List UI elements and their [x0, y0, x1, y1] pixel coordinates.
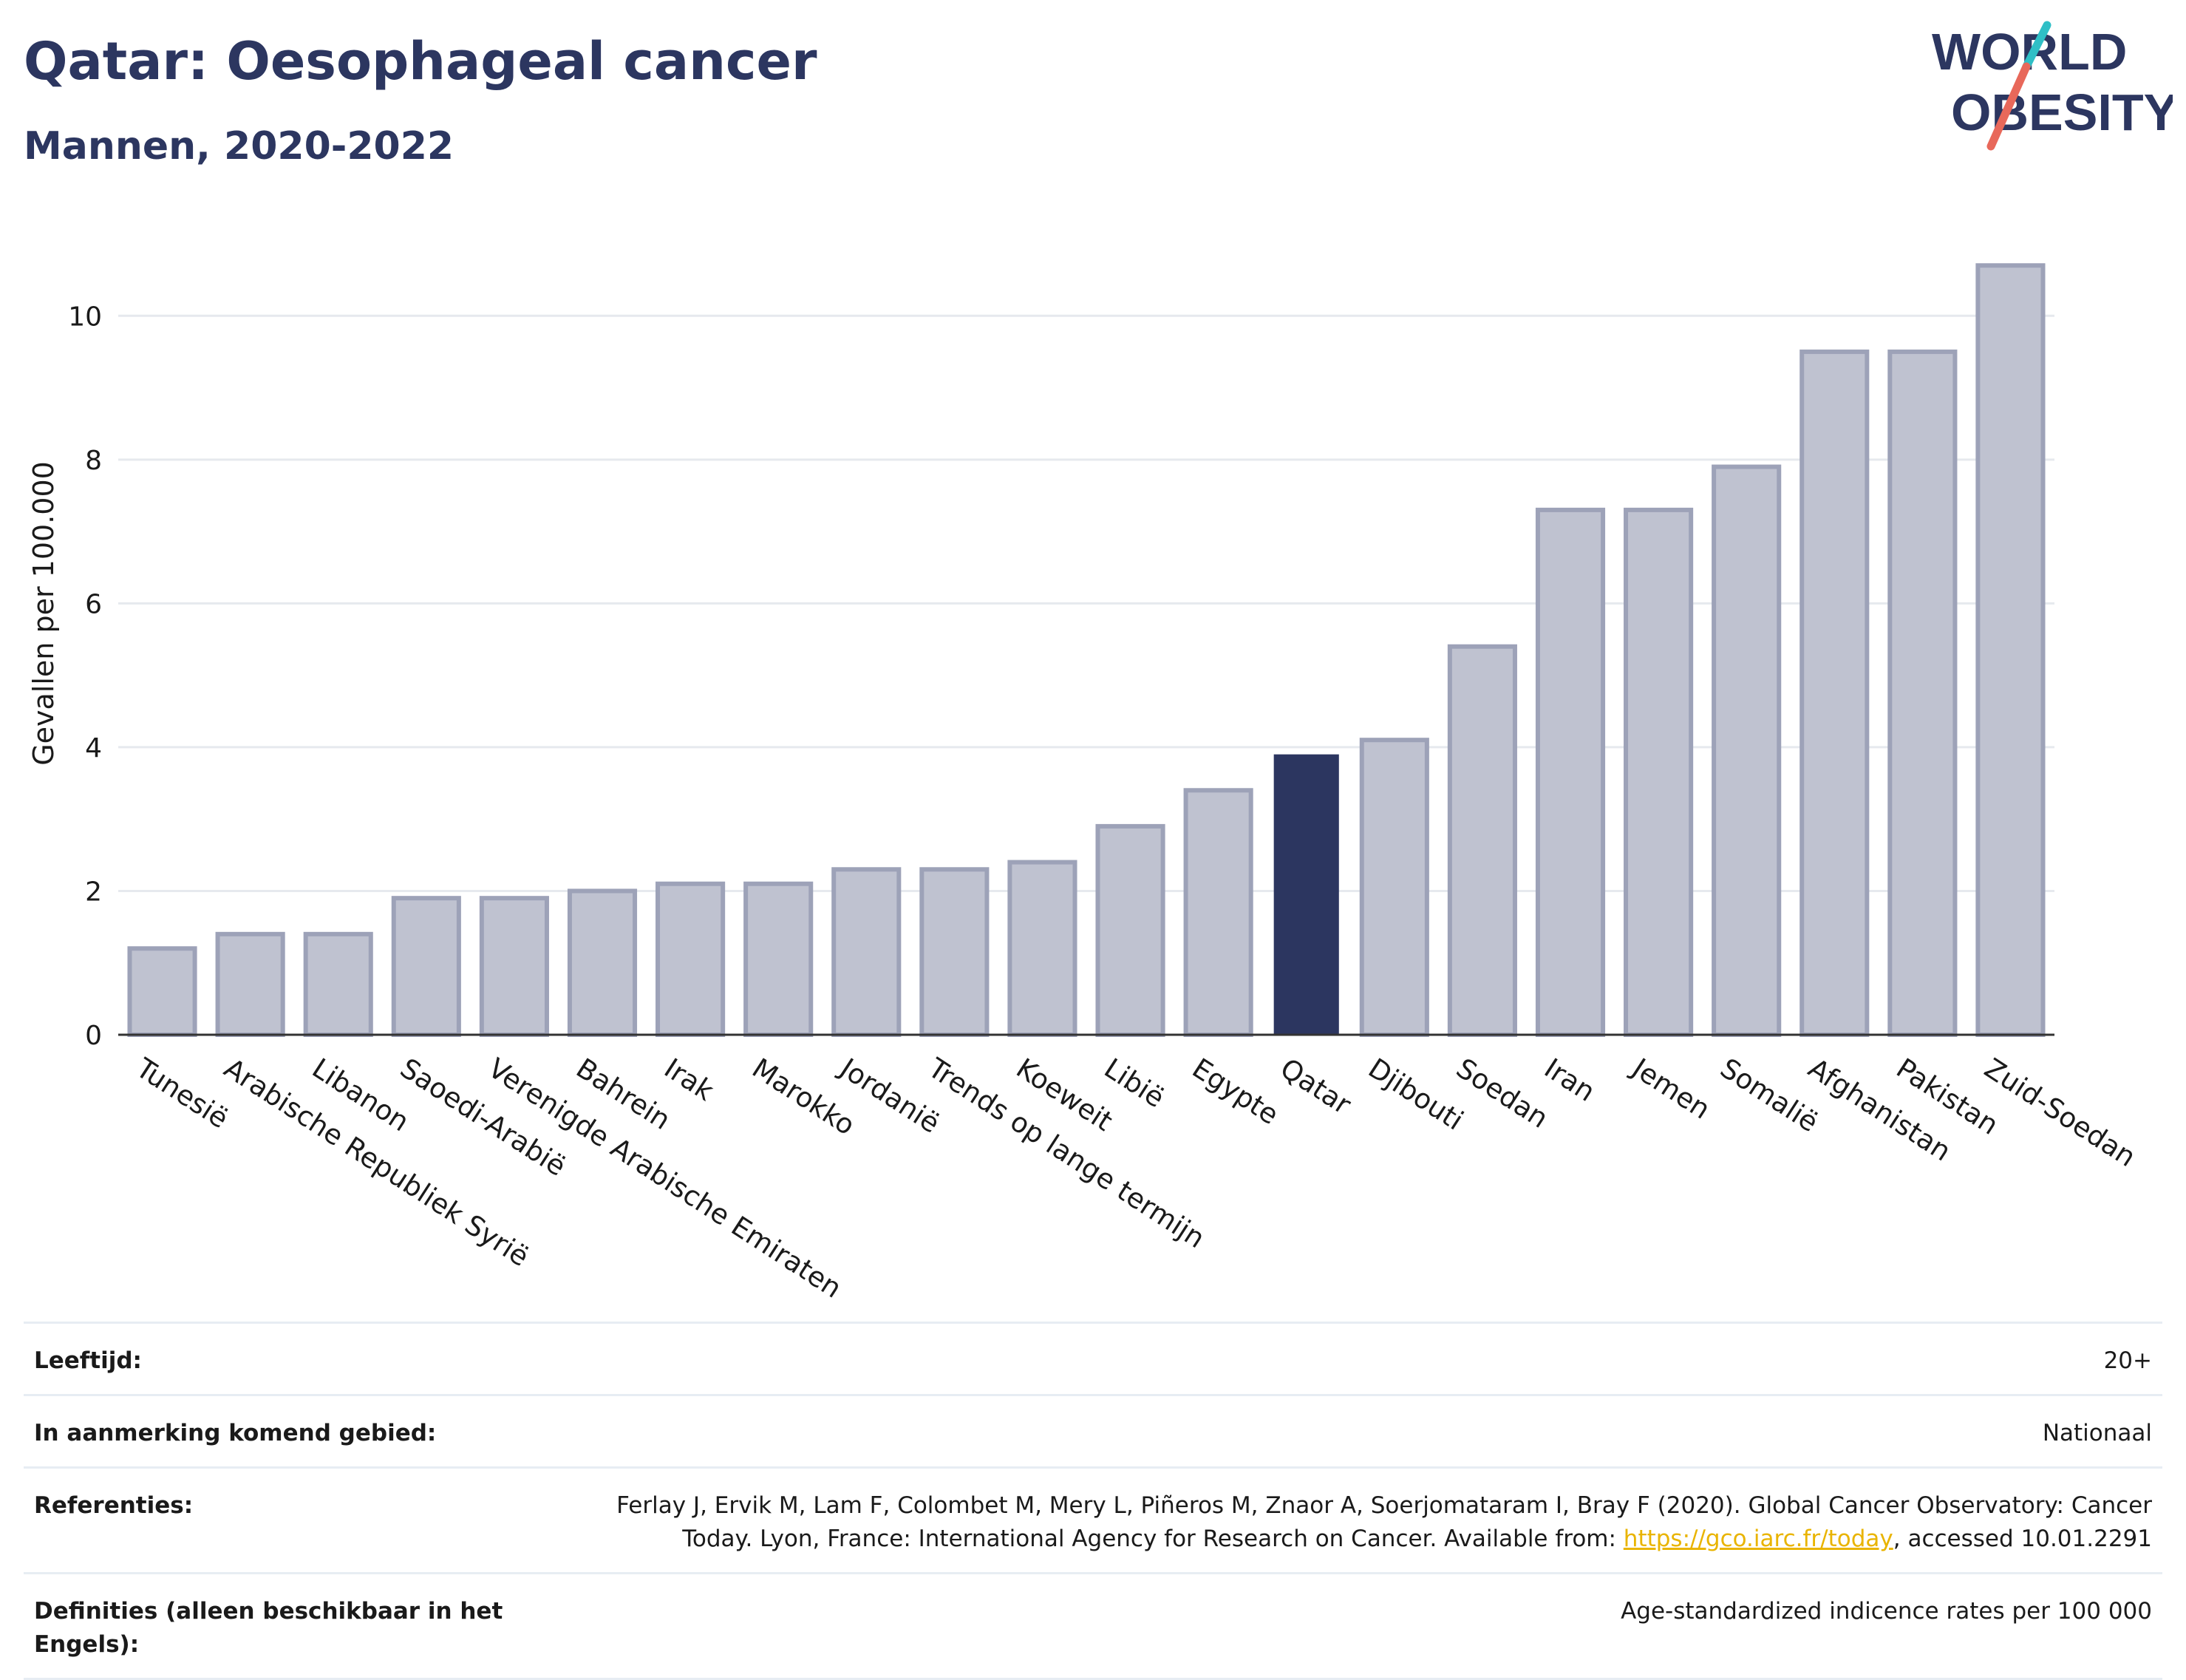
y-tick-label: 0: [85, 1021, 102, 1051]
x-tick-label: Zuid-Soedan: [1979, 1052, 2142, 1173]
meta-row-age: Leeftijd: 20+: [24, 1322, 2162, 1394]
bar: [1975, 263, 2046, 1038]
meta-row-area: In aanmerking komend gebied: Nationaal: [24, 1393, 2162, 1466]
meta-value-area: Nationaal: [2042, 1419, 2152, 1446]
x-tick-label: Iran: [1539, 1052, 1601, 1107]
metadata-table: Leeftijd: 20+ In aanmerking komend gebie…: [24, 1322, 2162, 1680]
bar: [919, 867, 990, 1037]
y-tick-label: 2: [85, 877, 102, 907]
y-tick-label: 6: [85, 589, 102, 619]
bar: [1007, 860, 1077, 1037]
bar: [1183, 788, 1253, 1037]
meta-label-age: Leeftijd:: [34, 1347, 142, 1374]
x-tick-label: Jemen: [1626, 1051, 1716, 1125]
bar-layer: [127, 263, 2046, 1038]
x-tick-label: Irak: [658, 1052, 720, 1107]
x-tick-label: Djibouti: [1363, 1052, 1469, 1136]
meta-value-references: Ferlay J, Ervik M, Lam F, Colombet M, Me…: [563, 1489, 2152, 1556]
logo-slash-teal: [2022, 21, 2051, 71]
bar: [656, 881, 726, 1038]
meta-label-references: Referenties:: [34, 1492, 194, 1519]
reference-text: Ferlay J, Ervik M, Lam F, Colombet M, Me…: [616, 1492, 2152, 1552]
x-tick-label: Soedan: [1451, 1052, 1554, 1134]
y-tick-label: 4: [85, 733, 102, 764]
meta-value-definitions: Age-standardized indicence rates per 100…: [1621, 1597, 2152, 1625]
x-tick-label: Tunesië: [130, 1052, 234, 1135]
bar: [303, 931, 373, 1038]
bar: [1712, 464, 1782, 1037]
bar: [1359, 738, 1429, 1037]
y-tick-label: 10: [68, 302, 102, 332]
logo-line-obesity: OBESITY: [1951, 84, 2173, 141]
chart-subtitle: Mannen, 2020-2022: [24, 124, 454, 169]
meta-value-age: 20+: [2103, 1347, 2152, 1374]
meta-label-area: In aanmerking komend gebied:: [34, 1419, 437, 1446]
y-tick-label: 8: [85, 446, 102, 476]
bar: [127, 946, 197, 1037]
logo-slash-red: [1986, 62, 2031, 151]
x-tick-label: Arabische Republiek Syrië: [219, 1052, 535, 1273]
x-tick-label: Qatar: [1275, 1052, 1357, 1120]
bar: [831, 867, 902, 1037]
x-tick-label: Somalië: [1715, 1052, 1824, 1138]
bar-highlight: [1273, 754, 1339, 1035]
chart-title: Qatar: Oesophageal cancer: [24, 31, 817, 92]
reference-link[interactable]: https://gco.iarc.fr/today: [1623, 1525, 1893, 1552]
world-obesity-logo: WORLD OBESITY: [1932, 21, 2173, 151]
bar: [1535, 507, 1606, 1037]
bar: [1799, 349, 1870, 1037]
bar: [391, 896, 461, 1037]
bar: [743, 881, 814, 1038]
reference-accessed: , accessed 10.01.2291: [1893, 1525, 2152, 1552]
meta-label-definitions: Definities (alleen beschikbaar in het En…: [34, 1597, 503, 1658]
bar: [1624, 507, 1694, 1037]
bar: [1095, 823, 1165, 1037]
bar: [1887, 349, 1958, 1037]
bar: [215, 931, 285, 1038]
bar: [479, 896, 549, 1037]
meta-row-definitions: Definities (alleen beschikbaar in het En…: [24, 1571, 2162, 1680]
bar: [1447, 644, 1517, 1037]
bar: [567, 888, 638, 1038]
meta-row-references: Referenties: Ferlay J, Ervik M, Lam F, C…: [24, 1466, 2162, 1572]
y-axis-label: Gevallen per 100.000: [27, 461, 60, 766]
x-tick-label: Egypte: [1187, 1052, 1284, 1131]
